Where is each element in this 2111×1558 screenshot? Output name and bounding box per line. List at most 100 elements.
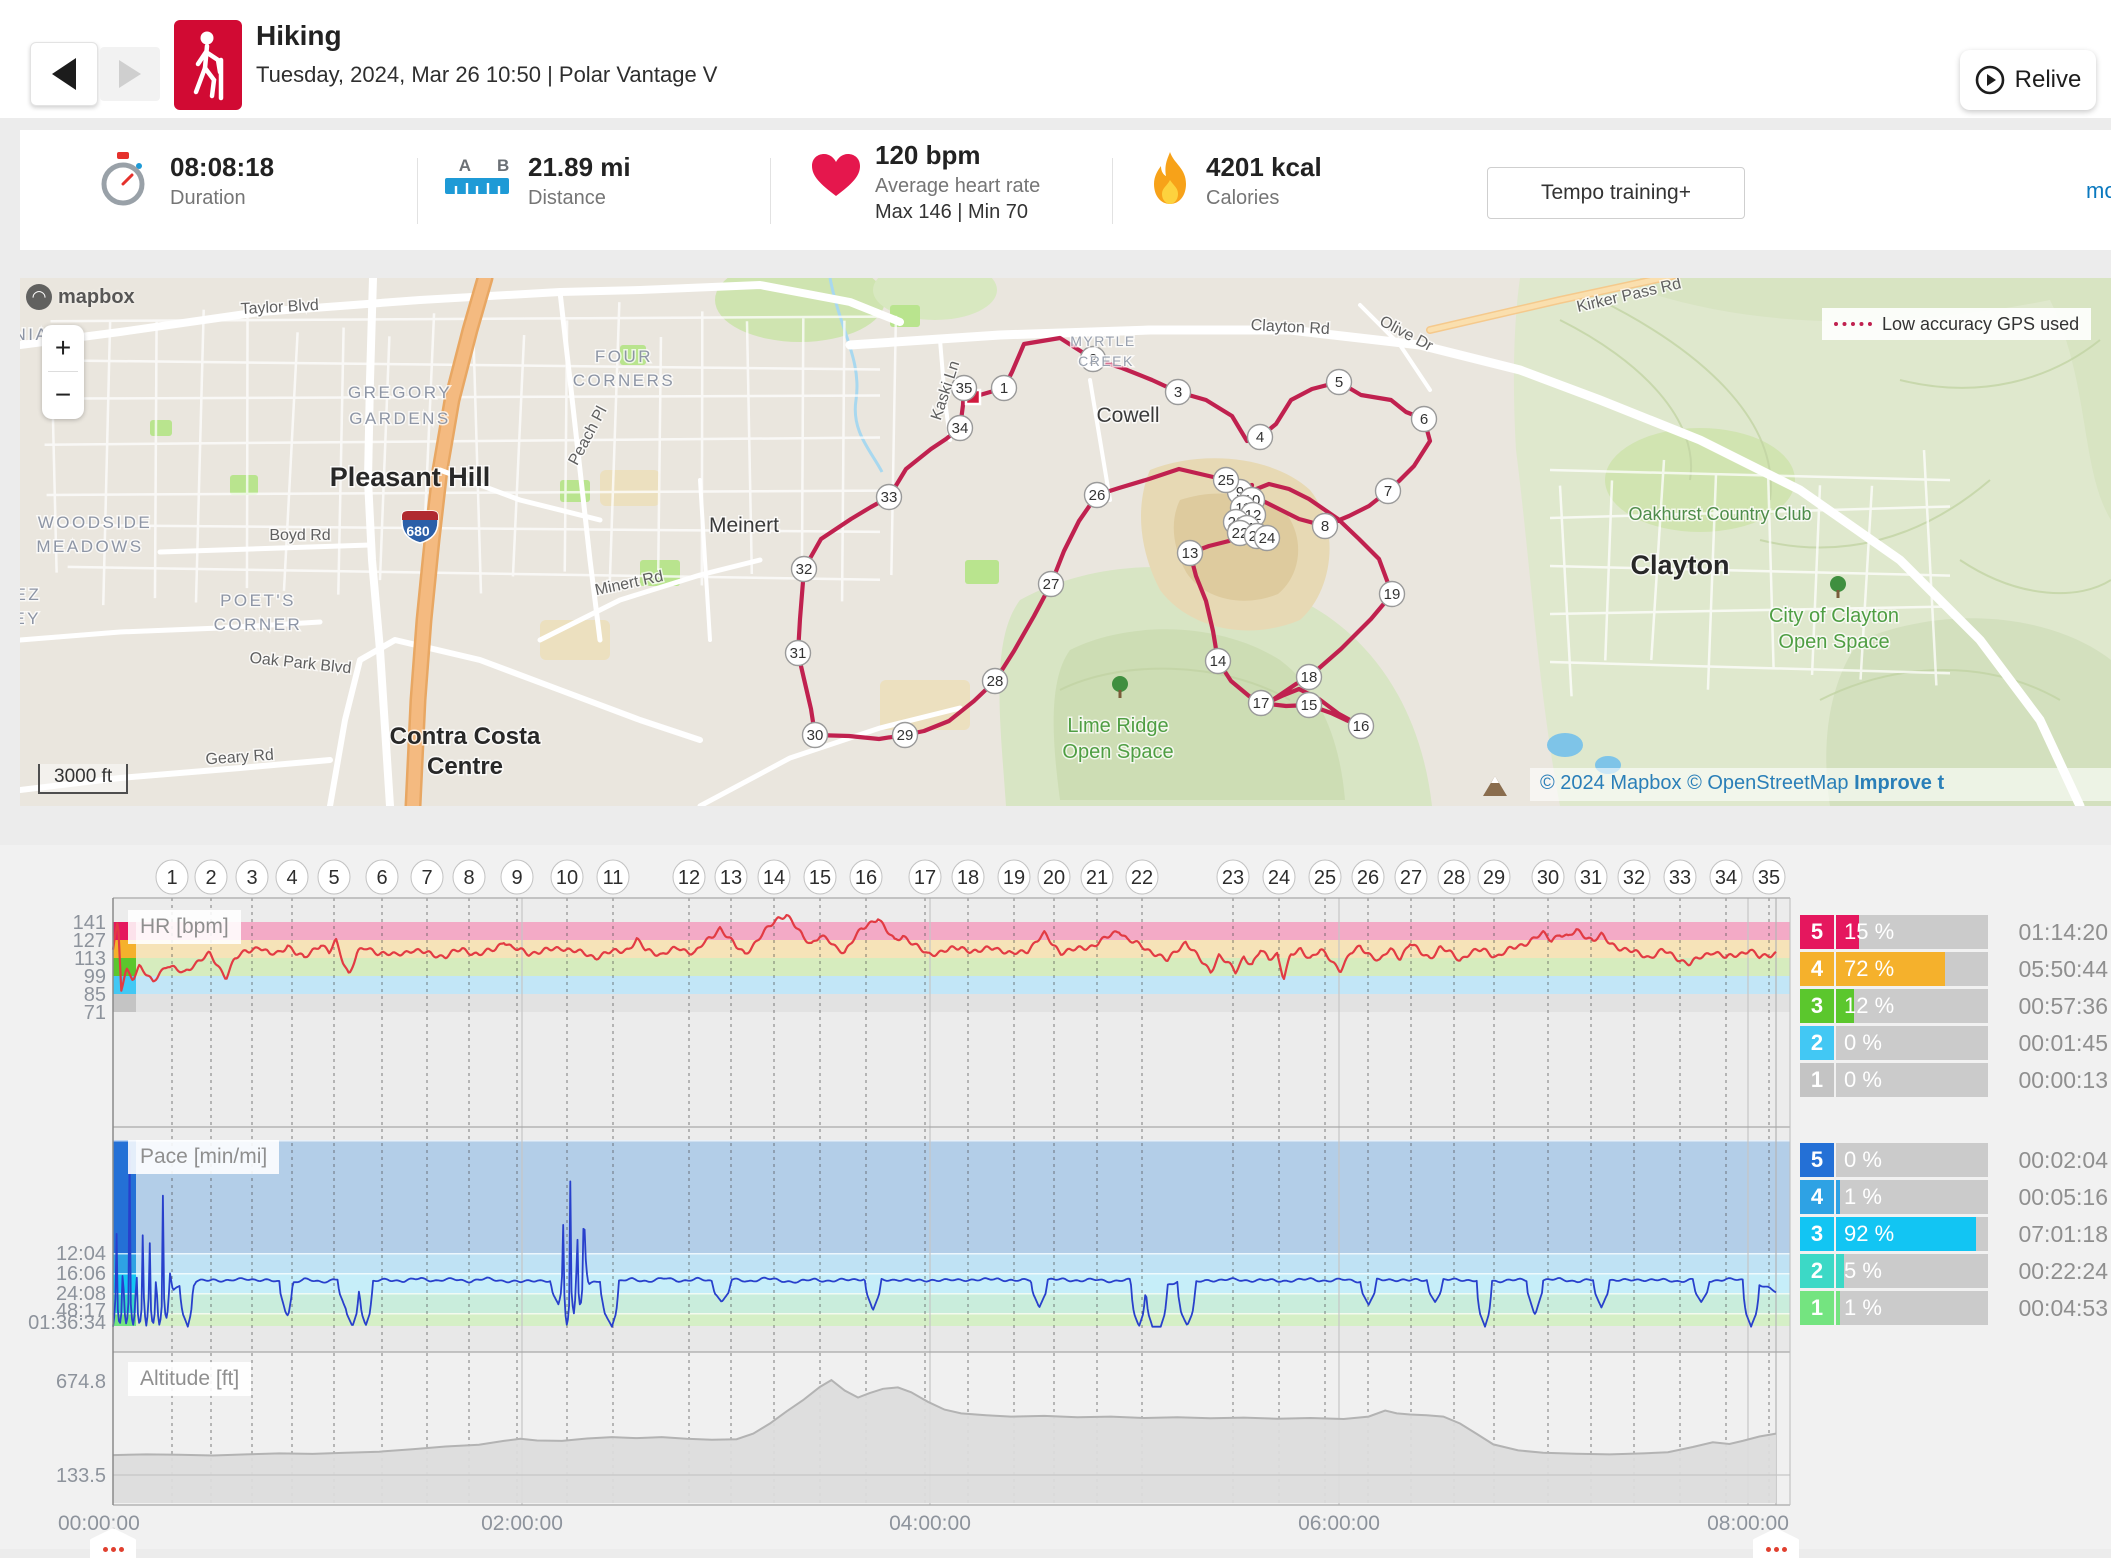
back-button[interactable]	[30, 42, 98, 106]
attrib-osm[interactable]: © OpenStreetMap	[1687, 772, 1849, 794]
zone-percent: 0 %	[1844, 1147, 1882, 1172]
divider	[48, 371, 78, 372]
map-zoom-in-button[interactable]: +	[54, 332, 72, 363]
svg-text:28: 28	[987, 673, 1004, 690]
map-lap-marker: 17	[1247, 689, 1275, 717]
svg-text:30: 30	[1537, 867, 1559, 889]
summary-stats-bar: 08:08:18 Duration AB 21.89 mi Distance 1…	[20, 130, 2111, 250]
x-axis-label: 02:00:00	[481, 1512, 563, 1535]
svg-text:2: 2	[1089, 351, 1097, 368]
lap-marker: 18	[951, 859, 985, 895]
svg-text:30: 30	[807, 727, 824, 744]
svg-text:17: 17	[1253, 695, 1270, 712]
zone-row: 5 0 % 00:02:04	[1800, 1143, 2108, 1177]
map-lap-marker: 28	[981, 667, 1009, 695]
calories-value: 4201 kcal	[1206, 152, 1322, 182]
zone-bar: 12 %	[1836, 989, 1988, 1023]
svg-text:18: 18	[957, 867, 979, 889]
map-zoom-out-button[interactable]: −	[54, 379, 72, 410]
map-attribution: © 2024 Mapbox © OpenStreetMap Improve t	[1530, 768, 2111, 801]
divider	[1112, 158, 1113, 224]
y-axis-label: 85	[84, 984, 106, 1006]
svg-text:19: 19	[1384, 586, 1401, 603]
zone-number: 3	[1800, 1217, 1834, 1251]
training-benefit-button[interactable]: Tempo training+	[1487, 167, 1745, 219]
zone-percent: 92 %	[1844, 1221, 1895, 1246]
map-label: MEADOWS	[36, 537, 143, 556]
svg-text:26: 26	[1357, 867, 1379, 889]
zone-time: 00:00:13	[2018, 1066, 2108, 1093]
duration-label: Duration	[170, 187, 246, 209]
svg-text:31: 31	[790, 645, 807, 662]
map-label: 680	[406, 523, 430, 539]
calories-label: Calories	[1206, 187, 1280, 209]
zone-number: 2	[1800, 1254, 1834, 1288]
map-lap-marker: 31	[784, 639, 812, 667]
map-canvas[interactable]: 1234567891011121314151617181920212223242…	[20, 278, 2111, 806]
charts-canvas[interactable]: 1 2 3 4 5 6 7 8 9 10 11 12 13 14 15 16 17 18 19 20 21 22 23 24 2…	[0, 845, 2111, 1549]
zone-time: 00:01:45	[2018, 1029, 2108, 1056]
map-label: RELIEZ	[20, 585, 41, 604]
map-lap-marker: 33	[875, 483, 903, 511]
svg-text:24: 24	[1268, 867, 1290, 889]
divider	[770, 158, 771, 224]
hr-zones-table: 5 15 % 01:14:20 4 72 % 05:50:44 3 12 % 00:57:36 2…	[1800, 915, 2108, 1100]
lap-marker: 12	[672, 859, 706, 895]
svg-text:17: 17	[914, 867, 936, 889]
zone-row: 4 1 % 00:05:16	[1800, 1180, 2108, 1214]
svg-text:12: 12	[678, 867, 700, 889]
zone-percent: 1 %	[1844, 1295, 1882, 1320]
zone-bar: 72 %	[1836, 952, 1988, 986]
zone-percent: 12 %	[1844, 993, 1895, 1018]
mapbox-logo[interactable]: ◠ mapbox	[26, 284, 135, 310]
zone-bar: 1 %	[1836, 1291, 1988, 1325]
zone-time: 00:02:04	[2018, 1146, 2108, 1173]
lap-marker: 28	[1437, 859, 1471, 895]
svg-text:13: 13	[720, 867, 742, 889]
page-title: Hiking	[256, 20, 342, 51]
more-link[interactable]: mo	[2086, 178, 2111, 203]
forward-button[interactable]	[100, 47, 160, 101]
svg-text:6: 6	[1420, 411, 1428, 428]
map-label: Boyd Rd	[269, 527, 330, 544]
zone-bar: 0 %	[1836, 1063, 1988, 1097]
zone-number: 4	[1800, 1180, 1834, 1214]
route-map[interactable]: 1234567891011121314151617181920212223242…	[20, 278, 2111, 806]
zone-number: 4	[1800, 952, 1834, 986]
zone-row: 1 1 % 00:04:53	[1800, 1291, 2108, 1325]
lap-marker: 2	[194, 859, 228, 895]
lap-marker: 7	[410, 859, 444, 895]
altitude-area	[113, 1380, 1776, 1503]
svg-text:20: 20	[1043, 867, 1065, 889]
zone-time: 00:57:36	[2018, 992, 2108, 1019]
svg-text:27: 27	[1043, 576, 1060, 593]
y-axis-label: 16:06	[56, 1263, 106, 1285]
svg-text:29: 29	[897, 727, 914, 744]
lap-marker: 17	[908, 859, 942, 895]
svg-text:5: 5	[328, 867, 339, 889]
heart-icon	[810, 152, 862, 205]
svg-text:4: 4	[1256, 429, 1264, 446]
header: Hiking Tuesday, 2024, Mar 26 10:50 | Pol…	[0, 0, 2111, 118]
zone-number: 1	[1800, 1291, 1834, 1325]
duration-icon	[95, 150, 151, 215]
svg-text:1: 1	[166, 867, 177, 889]
y-axis-label: 141	[73, 912, 106, 934]
map-lap-marker: 8	[1311, 512, 1339, 540]
duration-value: 08:08:18	[170, 152, 275, 182]
zone-row: 2 5 % 00:22:24	[1800, 1254, 2108, 1288]
distance-value: 21.89 mi	[528, 152, 631, 182]
relive-button[interactable]: Relive	[1960, 50, 2096, 110]
map-lap-marker: 27	[1037, 570, 1065, 598]
map-label: VIRGINIA	[20, 325, 49, 344]
zone-row: 3 92 % 07:01:18	[1800, 1217, 2108, 1251]
attrib-improve[interactable]: Improve t	[1854, 772, 1945, 794]
svg-text:34: 34	[1715, 867, 1737, 889]
map-label: Open Space	[1062, 741, 1173, 763]
zone-row: 1 0 % 00:00:13	[1800, 1063, 2108, 1097]
back-icon	[52, 58, 76, 90]
zone-percent: 5 %	[1844, 1258, 1882, 1283]
svg-text:8: 8	[1321, 518, 1329, 535]
map-lap-marker: 19	[1378, 580, 1406, 608]
attrib-mapbox[interactable]: © 2024 Mapbox	[1540, 772, 1682, 794]
